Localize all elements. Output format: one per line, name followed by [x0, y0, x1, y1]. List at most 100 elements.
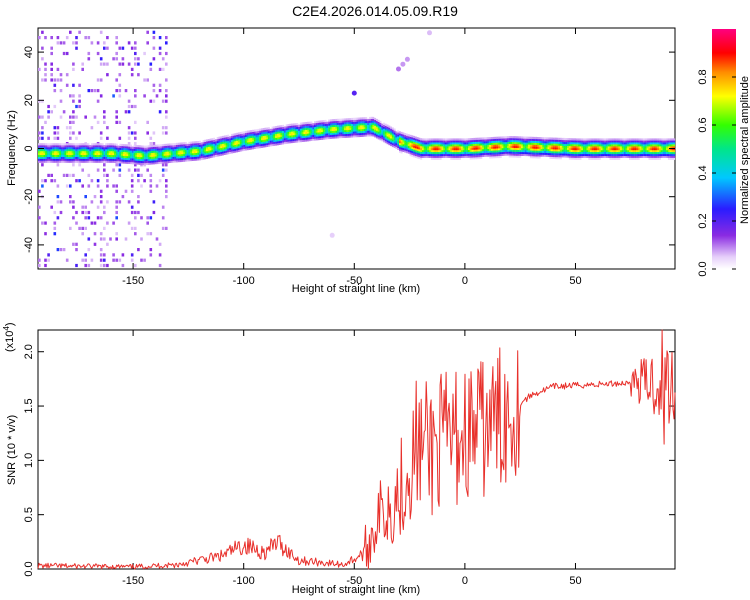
spectrogram-cell	[126, 148, 129, 151]
spectrogram-cell	[434, 144, 437, 147]
spectrogram-cell	[418, 151, 421, 154]
spectrogram-cell	[344, 126, 346, 129]
spectrogram-cell	[413, 143, 415, 146]
spectrogram-cell	[112, 57, 115, 61]
spectrogram-cell	[529, 136, 532, 139]
spectrogram-cell	[147, 149, 150, 152]
spectrogram-cell	[195, 141, 198, 144]
spectrogram-cell	[259, 146, 262, 149]
spectrogram-cell	[229, 149, 231, 152]
spectrogram-cell	[414, 140, 417, 143]
spectrogram-cell	[227, 134, 230, 137]
spectrogram-cell	[38, 258, 41, 262]
spectrogram-cell	[137, 200, 140, 204]
spectrogram-cell	[544, 137, 546, 140]
spectrogram-cell	[146, 221, 149, 225]
spectrogram-cell	[455, 149, 458, 153]
spectrogram-cell	[108, 149, 111, 152]
spectrogram-cell	[632, 155, 635, 158]
spectrogram-cell	[315, 132, 318, 135]
spectrogram-cell	[510, 141, 513, 144]
spectrogram-cell	[121, 159, 124, 162]
spectrogram-cell	[593, 138, 596, 141]
spectrogram-ylabel: Frequency (Hz)	[6, 110, 18, 186]
spectrogram-cell	[473, 137, 476, 141]
spectrogram-cell	[514, 141, 516, 145]
spectrogram-cell	[551, 141, 553, 144]
spectrogram-cell	[174, 160, 177, 163]
spectrogram-cell	[471, 141, 474, 145]
spectrogram-cell	[174, 152, 177, 155]
spectrogram-cell	[183, 151, 185, 155]
spectrogram-cell	[623, 140, 626, 143]
spectrogram-cell	[174, 144, 177, 148]
spectrogram-cell	[613, 146, 615, 149]
spectrogram-cell	[625, 146, 628, 149]
spectrogram-cell	[317, 128, 320, 131]
spectrogram-cell	[505, 147, 507, 150]
spectrogram-cell	[291, 131, 293, 134]
spectrogram-cell	[298, 130, 300, 133]
spectrogram-cell	[563, 149, 566, 152]
spectrogram-cell	[56, 200, 60, 204]
spectrogram-cell	[487, 148, 490, 151]
spectrogram-cell	[453, 157, 456, 160]
spectrogram-cell	[506, 138, 509, 141]
spectrogram-cell	[144, 159, 147, 162]
svg-text:(x104): (x104)	[2, 322, 16, 352]
spectrogram-cell	[522, 148, 525, 151]
spectrogram-cell	[337, 126, 339, 129]
spectrogram-cell	[117, 157, 120, 160]
spectrogram-cell	[376, 128, 378, 131]
spectrogram-cell	[637, 149, 640, 153]
spectrogram-cell	[273, 135, 276, 139]
spectrogram-cell	[72, 173, 75, 177]
spectrogram-cell	[138, 158, 141, 161]
spectrogram-cell	[607, 153, 610, 156]
spectrogram-cell	[253, 137, 256, 140]
spectrogram-cell	[312, 129, 315, 132]
spectrogram-cell	[646, 148, 649, 151]
spectrogram-cell	[280, 136, 283, 139]
spectrogram-cell	[245, 136, 247, 139]
spectrogram-cell	[158, 159, 161, 162]
spectrogram-cell	[402, 147, 405, 151]
spectrogram-cell	[53, 126, 57, 130]
spectrogram-cell	[489, 152, 492, 155]
spectrogram-cell	[404, 136, 407, 140]
spectrogram-cell	[130, 150, 132, 153]
spectrogram-cell	[379, 132, 382, 135]
spectrogram-cell	[568, 147, 571, 150]
spectrogram-cell	[62, 147, 65, 150]
spectrogram-cell	[545, 139, 548, 142]
spectrogram-cell	[537, 152, 539, 155]
spectrogram-cell	[510, 153, 513, 156]
spectrogram-cell	[268, 138, 270, 141]
spectrogram-cell	[145, 145, 148, 148]
spectrogram-cell	[452, 155, 454, 158]
spectrogram-cell	[551, 143, 553, 146]
spectrogram-cell	[315, 138, 318, 141]
spectrogram-cell	[498, 153, 500, 157]
spectrogram-cell	[551, 156, 553, 159]
snr-scale-note: (x104)	[2, 322, 16, 352]
spectrogram-cell	[480, 139, 483, 142]
spectrogram-cell	[430, 149, 433, 153]
spectrogram-cell	[151, 156, 154, 159]
spectrogram-cell	[575, 157, 578, 160]
spectrogram-cell	[529, 152, 532, 155]
spectrogram-cell	[515, 147, 518, 150]
spectrogram-cell	[397, 142, 400, 145]
spectrogram-cell	[134, 62, 137, 66]
spectrogram-cell	[138, 151, 141, 154]
spectrogram-cell	[409, 154, 412, 157]
spectrogram-cell	[145, 160, 148, 164]
spectrogram-cell	[234, 140, 237, 144]
spectrogram-cell	[310, 133, 313, 136]
spectrogram-cell	[161, 126, 165, 130]
spectrogram-cell	[253, 141, 256, 144]
spectrogram-cell	[112, 94, 115, 98]
spectrogram-cell	[667, 144, 670, 147]
spectrogram-cell	[321, 120, 323, 123]
spectrogram-cell	[384, 133, 387, 136]
